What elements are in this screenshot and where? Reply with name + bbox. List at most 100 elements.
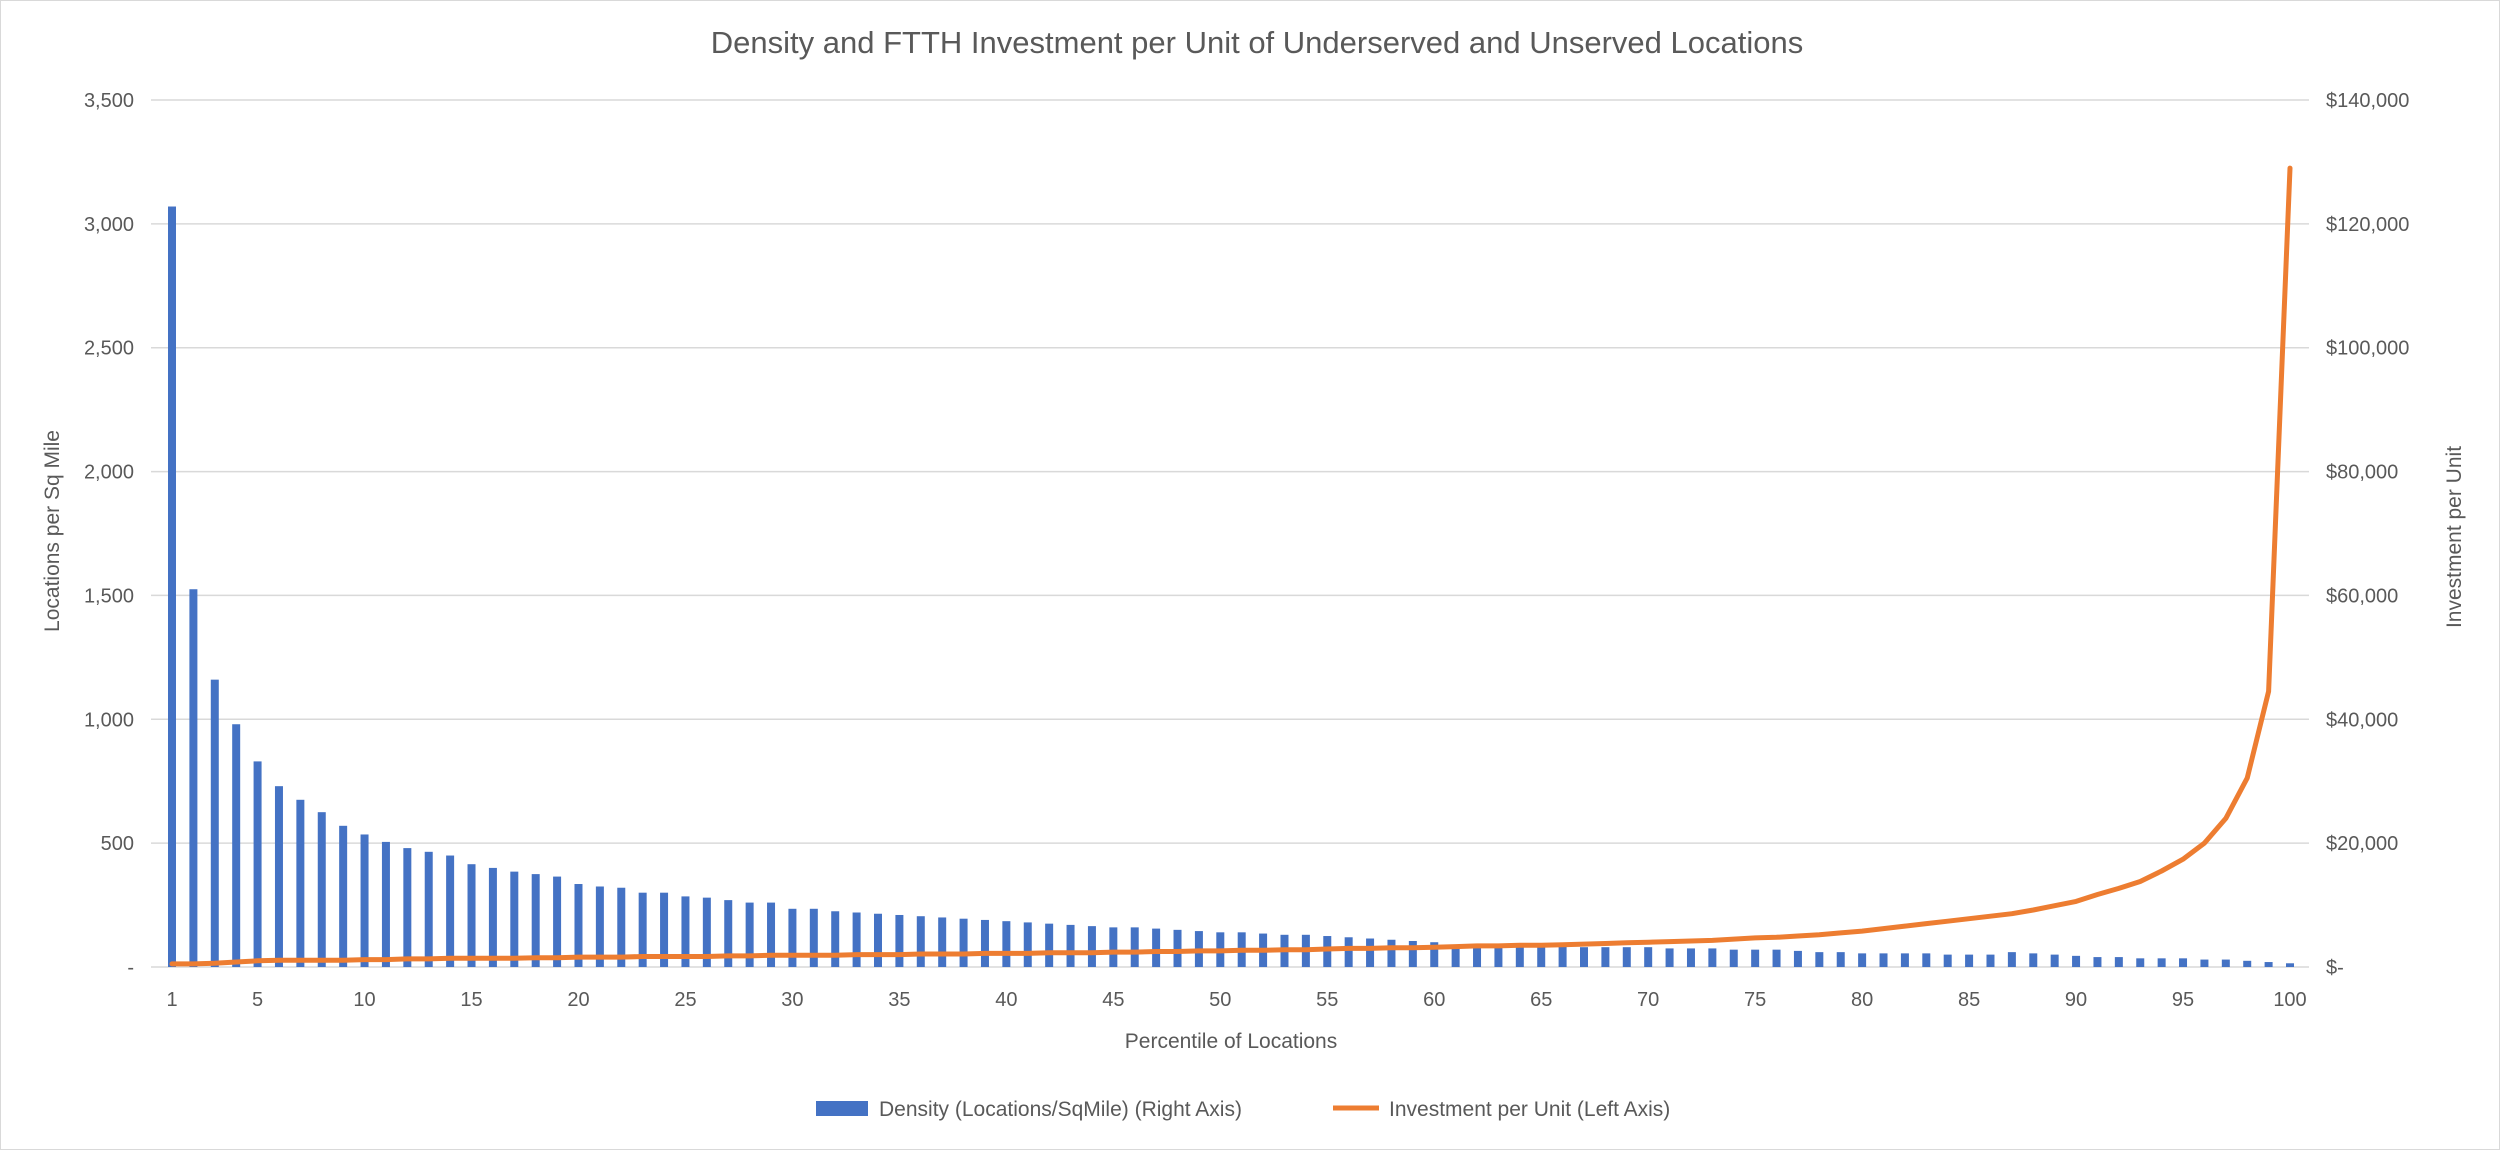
x-tick-label: 100 — [2273, 989, 2306, 1011]
density-bar — [1601, 947, 1610, 967]
left-tick-label: - — [127, 957, 134, 979]
density-bar — [1793, 950, 1802, 967]
gridlines — [151, 99, 2309, 968]
x-tick-label: 80 — [1851, 989, 1873, 1011]
density-bar — [2286, 963, 2294, 967]
density-bar — [1066, 924, 1075, 967]
density-bar — [1451, 944, 1460, 967]
density-bar — [1751, 949, 1760, 967]
density-bar — [1002, 921, 1011, 967]
density-bar — [1344, 937, 1353, 967]
x-tick-label: 25 — [674, 989, 696, 1011]
density-bar — [553, 876, 562, 967]
density-bar — [1494, 944, 1503, 967]
density-bar — [296, 799, 305, 967]
density-bar — [488, 867, 497, 967]
right-tick-label: $60,000 — [2326, 585, 2398, 607]
density-bar — [1558, 945, 1567, 967]
density-bar — [660, 892, 669, 967]
right-tick-label: $40,000 — [2326, 709, 2398, 731]
density-bar — [574, 884, 583, 967]
right-tick-label: $- — [2326, 957, 2344, 979]
density-bar — [2200, 959, 2209, 967]
right-axis: $- $20,000 $40,000 $60,000 $80,000 $100,000 $1… — [2326, 90, 2409, 979]
left-tick-label: 1,000 — [84, 709, 134, 731]
density-bar — [595, 886, 604, 967]
density-bar — [1943, 954, 1952, 967]
density-bar — [2264, 962, 2273, 967]
density-bar — [1644, 947, 1653, 967]
density-bar — [360, 834, 369, 967]
density-bar — [745, 902, 754, 967]
investment-series-line — [169, 165, 2293, 967]
density-bar — [1900, 953, 1909, 967]
density-bar — [852, 912, 861, 967]
density-bar — [874, 913, 882, 967]
left-tick-label: 2,000 — [84, 462, 134, 484]
density-bar — [1023, 922, 1032, 967]
density-bar — [1109, 927, 1118, 967]
x-tick-label: 60 — [1423, 989, 1445, 1011]
x-tick-label: 45 — [1102, 989, 1124, 1011]
left-tick-label: 500 — [101, 833, 134, 855]
density-bar — [253, 761, 262, 967]
density-bar — [1858, 953, 1867, 967]
density-bar — [1045, 923, 1054, 967]
density-bar — [1922, 953, 1931, 967]
legend-investment-label: Investment per Unit (Left Axis) — [1389, 1098, 1670, 1121]
chart-title: Density and FTTH Investment per Unit of … — [711, 25, 1803, 60]
right-tick-label: $80,000 — [2326, 462, 2398, 484]
density-bar — [424, 851, 433, 967]
density-bar — [1173, 929, 1182, 967]
density-bar — [638, 892, 647, 967]
x-tick-label: 10 — [353, 989, 375, 1011]
density-bar — [168, 206, 176, 967]
x-tick-label: 40 — [995, 989, 1017, 1011]
density-bar — [1665, 948, 1674, 967]
legend-density-swatch — [816, 1101, 868, 1116]
x-tick-label: 90 — [2065, 989, 2087, 1011]
x-tick-label: 50 — [1209, 989, 1231, 1011]
x-axis: 1 5 10 15 20 25 30 35 40 45 50 55 60 65 70 75 80 85 90 95 10… — [166, 989, 2306, 1011]
density-bar — [1130, 927, 1139, 967]
density-bar — [510, 871, 519, 967]
left-axis-title: Locations per Sq Mile — [41, 430, 64, 632]
density-bar — [895, 914, 904, 967]
density-bar — [1686, 948, 1695, 967]
x-tick-label: 85 — [1958, 989, 1980, 1011]
density-bar — [1815, 952, 1824, 967]
density-bar — [2093, 957, 2102, 967]
density-bar — [531, 874, 540, 967]
density-bar — [788, 908, 797, 967]
density-bar — [1473, 944, 1482, 967]
density-bar — [767, 902, 776, 967]
x-tick-label: 5 — [252, 989, 263, 1011]
density-bar — [916, 916, 925, 967]
density-bar — [2072, 955, 2081, 967]
density-bar — [1430, 942, 1439, 967]
density-bar — [1515, 945, 1524, 967]
density-bar — [1580, 947, 1588, 967]
density-bar — [2179, 958, 2188, 967]
right-axis-title: Investment per Unit — [2443, 446, 2466, 628]
x-tick-label: 65 — [1530, 989, 1552, 1011]
density-bar — [1408, 940, 1417, 967]
density-bar — [2050, 954, 2059, 967]
density-bar — [1387, 939, 1396, 967]
density-bar — [959, 918, 968, 967]
density-bar — [681, 896, 690, 967]
density-bar — [2029, 953, 2038, 967]
density-bars — [168, 206, 2294, 967]
left-tick-label: 2,500 — [84, 338, 134, 360]
x-tick-label: 20 — [567, 989, 589, 1011]
density-bar — [403, 848, 412, 967]
density-bar — [339, 825, 348, 967]
x-tick-label: 55 — [1316, 989, 1338, 1011]
density-bar — [1879, 953, 1888, 967]
x-tick-label: 95 — [2172, 989, 2194, 1011]
density-bar — [2157, 958, 2166, 967]
density-bar — [1366, 938, 1375, 967]
density-bar — [1708, 948, 1717, 967]
density-bar — [1986, 954, 1995, 967]
density-bar — [1836, 952, 1845, 967]
